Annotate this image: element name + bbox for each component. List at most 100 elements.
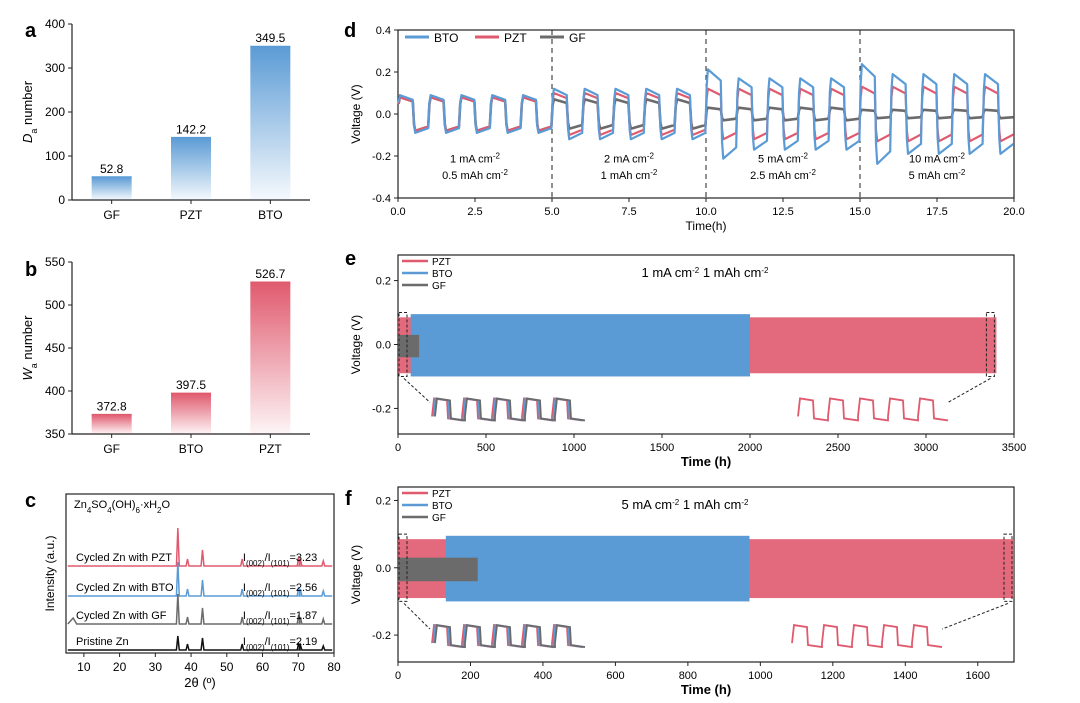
x-tick-label: 40	[184, 660, 198, 674]
y-tick-label: -0.2	[372, 630, 391, 642]
y-tick-label: -0.2	[372, 403, 391, 415]
panel-d: d -0.4 -0.2 0.0 0.2 0.4 0.0 2.5 5.0 7.5 10.0 12.5 15…	[344, 20, 1025, 233]
bar	[91, 176, 132, 200]
text-part: number	[20, 315, 35, 363]
series-label: Cycled Zn with GF	[76, 610, 167, 622]
y-tick-label: 500	[45, 298, 65, 312]
rate-label: 2 mA cm-2	[604, 151, 654, 166]
x-tick-label: 1500	[650, 442, 674, 454]
panel-letter: a	[25, 20, 37, 42]
text-part: 0.5 mAh cm	[442, 170, 501, 182]
rate-label: 1 mA cm-2	[450, 151, 500, 166]
text-part: 2 mA cm	[604, 153, 647, 165]
x-axis-label: Time (h)	[681, 454, 731, 469]
panel-letter: c	[25, 490, 36, 512]
ratio-label: I(002)/I(101)=1.87	[243, 610, 317, 626]
y-tick-label: 200	[45, 105, 65, 119]
x-tick-label: 10.0	[695, 206, 716, 218]
y-tick-label: 0.0	[376, 340, 391, 352]
text-part: =3.23	[289, 552, 317, 564]
inset-trace	[791, 624, 943, 649]
legend-label: BTO	[432, 501, 453, 512]
panel-letter: e	[345, 248, 356, 270]
y-axis-label: Voltage (V)	[349, 315, 363, 374]
y-tick-label: -0.4	[372, 193, 391, 205]
text-part: I	[243, 636, 246, 648]
text-part: W	[20, 367, 35, 381]
text-part: (101)	[271, 617, 290, 626]
y-tick-label: 450	[45, 341, 65, 355]
capacity-label: 1 mAh cm-2	[601, 168, 658, 183]
x-tick-label: 60	[256, 660, 270, 674]
y-tick-label: 100	[45, 149, 65, 163]
panel-e: e -0.2 0.0 0.2 0 500 1000 1500 2000 2500 3000 3500 T…	[345, 248, 1026, 469]
panel-f: f -0.2 0.0 0.2 0 200 400 600 800 1000 1200 1400 1600…	[345, 486, 1015, 697]
x-tick-label: GF	[103, 442, 120, 456]
zoom-box-start	[398, 312, 408, 377]
xrd-series	[67, 561, 333, 597]
series-label: Cycled Zn with BTO	[76, 582, 174, 594]
text-part: 1 mA cm	[642, 265, 693, 280]
text-part: (101)	[271, 589, 290, 598]
panel-letter: f	[345, 488, 352, 510]
text-part: =2.56	[289, 582, 317, 594]
text-part: (101)	[271, 559, 290, 568]
x-tick-label: PZT	[180, 208, 203, 222]
text-part: (002)	[246, 589, 265, 598]
text-part: =2.19	[289, 636, 317, 648]
band-bto	[410, 314, 750, 377]
xrd-series	[67, 635, 333, 651]
x-tick-label: 80	[327, 660, 341, 674]
text-part: D	[20, 134, 35, 143]
zoom-box-end	[985, 312, 995, 377]
inset-trace	[434, 397, 586, 422]
x-tick-label: 3000	[914, 442, 938, 454]
chart-title: 5 mA cm-2 1 mAh cm-2	[622, 497, 749, 512]
chart-title: 1 mA cm-2 1 mAh cm-2	[642, 265, 769, 280]
text-part: -2	[501, 168, 509, 177]
y-tick-label: 0.2	[376, 67, 391, 79]
text-part: 1 mAh cm	[679, 497, 741, 512]
text-part: 1 mAh cm	[601, 170, 651, 182]
x-axis-label: 2θ (º)	[184, 675, 215, 690]
band-gf	[398, 557, 478, 582]
legend-label: GF	[432, 281, 446, 292]
data-label: 349.5	[255, 31, 285, 45]
inset-trace	[434, 624, 586, 649]
band-gf	[398, 334, 420, 358]
x-tick-label: 800	[679, 670, 697, 682]
xrd-series	[67, 593, 333, 625]
text-part: 1 mA cm	[450, 153, 493, 165]
x-tick-label: 17.5	[926, 206, 947, 218]
text-part: 4	[87, 506, 92, 515]
panel-a: a 0 100 200 300 400 Da number 52.8 GF 142.2 PZT 349…	[20, 17, 310, 222]
x-tick-label: 200	[461, 670, 479, 682]
text-part: I	[243, 552, 246, 564]
x-tick-label: 20	[113, 660, 127, 674]
x-tick-label: 20.0	[1003, 206, 1024, 218]
zoom-arrow	[403, 603, 431, 630]
panel-letter: d	[344, 20, 356, 42]
text-part: -2	[493, 151, 501, 160]
zoom-arrow	[403, 378, 431, 403]
text-part: 5 mA cm	[758, 153, 801, 165]
x-tick-label: 30	[149, 660, 163, 674]
text-part: (OH)	[112, 499, 136, 511]
x-axis-label: Time (h)	[681, 682, 731, 697]
text-part: =1.87	[289, 610, 317, 622]
bar	[91, 414, 132, 434]
ratio-label: I(002)/I(101)=2.19	[243, 636, 317, 652]
x-axis-label: Time(h)	[686, 219, 727, 233]
x-tick-label: 1200	[821, 670, 845, 682]
text-part: /I	[265, 582, 271, 594]
rate-label: 10 mA cm-2	[909, 151, 966, 166]
inset-trace	[797, 397, 949, 422]
y-tick-label: 400	[45, 17, 65, 31]
text-part: a	[29, 129, 39, 134]
text-part: 4	[107, 506, 112, 515]
y-tick-label: 0.2	[376, 276, 391, 288]
text-part: I	[243, 582, 246, 594]
x-tick-label: 15.0	[849, 206, 870, 218]
x-tick-label: 0	[395, 442, 401, 454]
